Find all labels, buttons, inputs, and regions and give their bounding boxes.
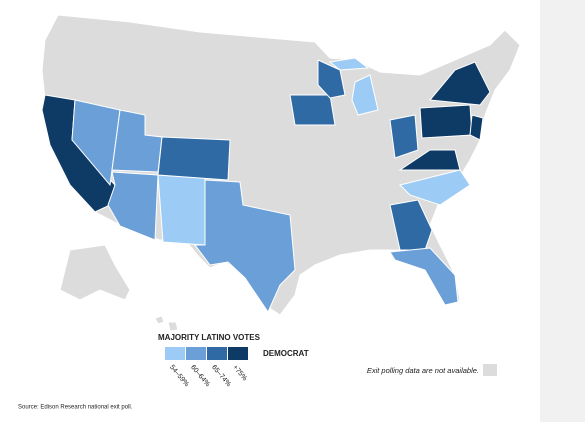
legend-party: DEMOCRAT <box>263 349 309 358</box>
georgia <box>389 199 433 251</box>
nevada <box>71 99 121 187</box>
pennsylvania <box>419 104 473 139</box>
ohio <box>389 114 419 159</box>
colorado <box>157 136 231 181</box>
new-mexico <box>157 174 206 246</box>
new-jersey <box>469 114 484 141</box>
north-carolina <box>399 169 471 206</box>
new-york <box>429 61 491 106</box>
legend-swatch <box>207 347 227 360</box>
legend-swatch <box>228 347 248 360</box>
source: Source: Edison Research national exit po… <box>18 405 133 411</box>
michigan <box>351 74 379 116</box>
hawaii <box>154 315 165 325</box>
iowa <box>289 94 336 126</box>
hawaii <box>167 321 179 332</box>
us-map <box>41 14 521 332</box>
virginia <box>398 149 461 171</box>
alaska <box>59 244 131 301</box>
legend-swatch <box>186 347 206 360</box>
texas <box>194 179 296 314</box>
legend-swatch <box>165 347 185 360</box>
no-data-label: Exit polling data are not available. <box>367 366 479 375</box>
no-data-swatch <box>483 364 497 376</box>
legend-title: MAJORITY LATINO VOTES <box>158 333 261 342</box>
florida <box>389 247 459 306</box>
michigan-upper <box>328 57 370 71</box>
wisconsin <box>317 59 346 99</box>
